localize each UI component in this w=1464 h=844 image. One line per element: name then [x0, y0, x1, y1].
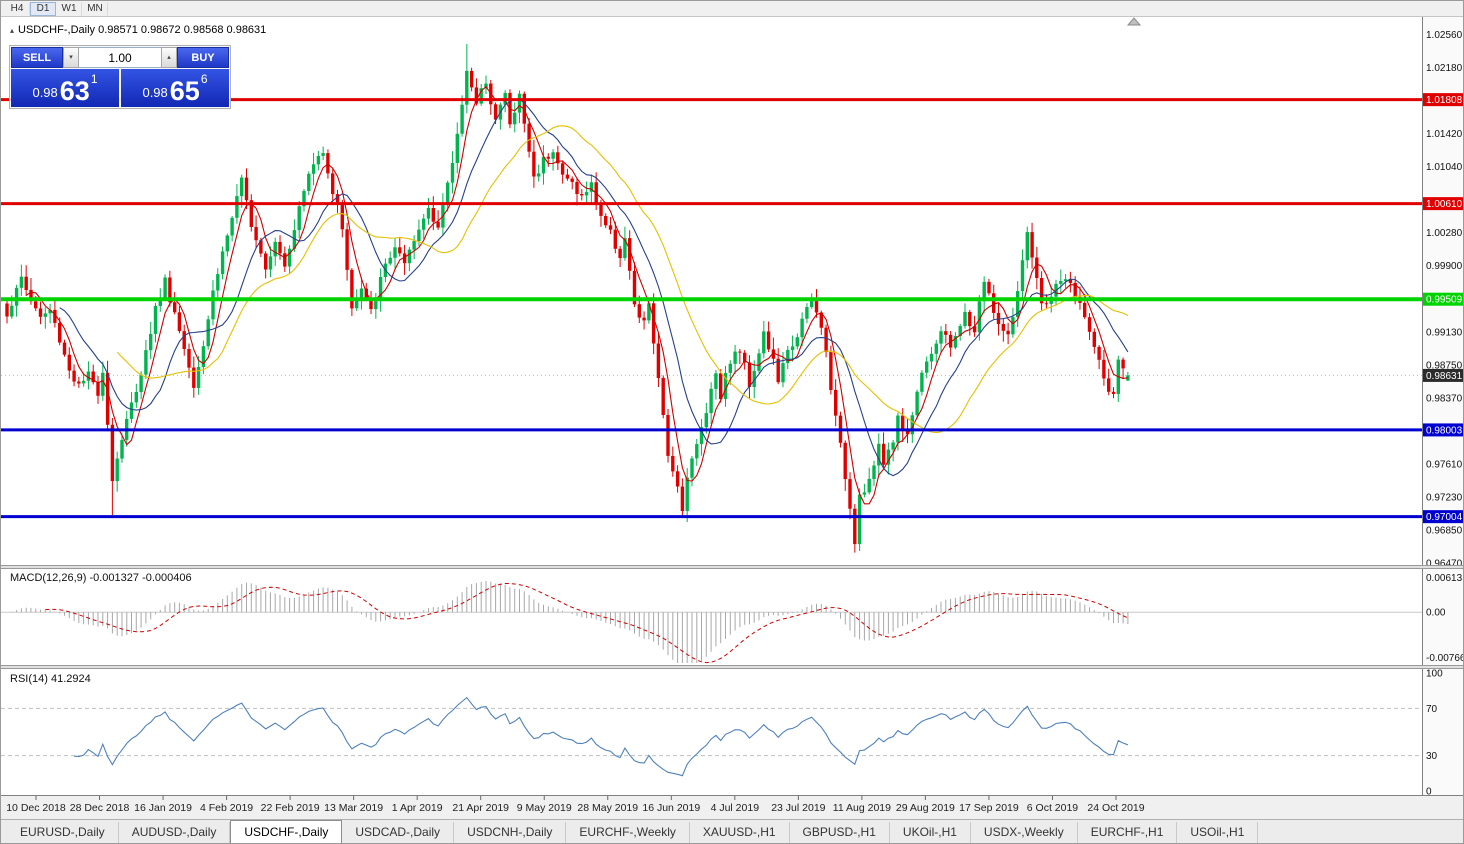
- buy-price-pip-fraction: 6: [200, 72, 208, 86]
- collapse-triangle-icon: ▴: [10, 25, 15, 35]
- svg-text:0.98750: 0.98750: [1426, 361, 1463, 372]
- svg-text:0.00: 0.00: [1426, 608, 1446, 619]
- one-click-trading-panel: SELL ▾ ▴ BUY 0.98 63 1 0.98 65 6: [9, 45, 231, 109]
- svg-text:29 Aug 2019: 29 Aug 2019: [896, 802, 955, 814]
- svg-text:0: 0: [1426, 787, 1432, 798]
- buy-price-big-digits: 65: [169, 76, 200, 106]
- volume-input[interactable]: [79, 47, 161, 68]
- timeframe-button-mn[interactable]: MN: [82, 1, 108, 16]
- chevron-up-icon: ▴: [167, 54, 171, 61]
- svg-text:0.97230: 0.97230: [1426, 493, 1463, 504]
- svg-text:1.01420: 1.01420: [1426, 129, 1463, 140]
- svg-text:0.98370: 0.98370: [1426, 394, 1463, 405]
- svg-text:0.97004: 0.97004: [1426, 512, 1463, 523]
- svg-text:9 May 2019: 9 May 2019: [517, 802, 572, 814]
- timeframe-toolbar: H4 D1 W1 MN: [1, 1, 1463, 17]
- horizontal-level-lines[interactable]: 1.01808 1.00610 0.99509 0.98003 0.97004: [1, 93, 1464, 524]
- rsi-indicator-label: RSI(14) 41.2924: [10, 673, 91, 685]
- svg-text:4 Jul 2019: 4 Jul 2019: [711, 802, 760, 814]
- chart-tab-usdcad-daily[interactable]: USDCAD-,Daily: [342, 822, 455, 843]
- svg-text:13 Mar 2019: 13 Mar 2019: [324, 802, 383, 814]
- sell-button[interactable]: SELL: [11, 47, 63, 68]
- chart-ohlc-text: USDCHF-,Daily 0.98571 0.98672 0.98568 0.…: [18, 24, 267, 36]
- chevron-down-icon: ▾: [69, 54, 73, 61]
- date-axis[interactable]: 10 Dec 2018 28 Dec 2018 16 Jan 2019 4 Feb 2…: [6, 796, 1145, 814]
- chart-tab-eurusd-daily[interactable]: EURUSD-,Daily: [7, 822, 119, 843]
- svg-text:0.97610: 0.97610: [1426, 460, 1463, 471]
- svg-text:22 Feb 2019: 22 Feb 2019: [261, 802, 320, 814]
- volume-decrease-button[interactable]: ▾: [63, 47, 79, 68]
- chart-tabs-bar: EURUSD-,Daily AUDUSD-,Daily USDCHF-,Daily U…: [1, 819, 1463, 843]
- chart-tab-eurchf-weekly[interactable]: EURCHF-,Weekly: [566, 822, 690, 843]
- timeframe-button-w1[interactable]: W1: [56, 1, 82, 16]
- chart-plot-area[interactable]: 1.02560 1.02180 1.01420 1.01040 1.00280 0.999…: [1, 17, 1464, 821]
- svg-text:28 Dec 2018: 28 Dec 2018: [70, 802, 130, 814]
- trade-prices-row: 0.98 63 1 0.98 65 6: [11, 69, 229, 107]
- svg-text:6 Oct 2019: 6 Oct 2019: [1027, 802, 1079, 814]
- svg-text:1 Apr 2019: 1 Apr 2019: [392, 802, 443, 814]
- chart-background: [1, 17, 1463, 821]
- buy-price-prefix: 0.98: [142, 85, 168, 100]
- macd-indicator-label: MACD(12,26,9) -0.001327 -0.000406: [10, 572, 192, 584]
- ma-fast-red-line: [25, 85, 1128, 505]
- svg-text:0.99509: 0.99509: [1426, 295, 1463, 306]
- svg-text:0.96850: 0.96850: [1426, 526, 1463, 537]
- chart-tab-audusd-daily[interactable]: AUDUSD-,Daily: [119, 822, 231, 843]
- chart-shift-marker-icon: [1126, 17, 1142, 26]
- svg-text:0.98631: 0.98631: [1426, 371, 1463, 382]
- svg-text:30: 30: [1426, 751, 1438, 762]
- svg-text:1.02180: 1.02180: [1426, 63, 1463, 74]
- chart-tab-gbpusd-h1[interactable]: GBPUSD-,H1: [790, 822, 890, 843]
- buy-button[interactable]: BUY: [177, 47, 229, 68]
- trade-controls-row: SELL ▾ ▴ BUY: [11, 47, 229, 68]
- svg-text:0.96470: 0.96470: [1426, 559, 1463, 570]
- chart-tab-xauusd-h1[interactable]: XAUUSD-,H1: [690, 822, 790, 843]
- svg-text:1.02560: 1.02560: [1426, 30, 1463, 41]
- macd-pane[interactable]: 0.00613 0.00 -0.0076612: [1, 573, 1464, 664]
- rsi-pane[interactable]: 100 70 30 0: [1, 669, 1443, 798]
- buy-price-display[interactable]: 0.98 65 6: [121, 69, 229, 107]
- svg-text:0.00613: 0.00613: [1426, 573, 1463, 584]
- svg-text:1.01808: 1.01808: [1426, 95, 1463, 106]
- timeframe-button-d1[interactable]: D1: [30, 1, 56, 16]
- svg-text:11 Aug 2019: 11 Aug 2019: [833, 802, 891, 814]
- svg-text:-0.0076612: -0.0076612: [1426, 653, 1464, 664]
- pane-separators[interactable]: [1, 565, 1464, 669]
- svg-text:4 Feb 2019: 4 Feb 2019: [200, 802, 253, 814]
- chart-tab-usdchf-daily[interactable]: USDCHF-,Daily: [230, 820, 343, 843]
- svg-text:0.99130: 0.99130: [1426, 328, 1463, 339]
- sell-price-big-digits: 63: [59, 76, 90, 106]
- svg-text:0.98003: 0.98003: [1426, 425, 1463, 436]
- svg-text:23 Jul 2019: 23 Jul 2019: [771, 802, 825, 814]
- chart-tab-usdx-weekly[interactable]: USDX-,Weekly: [971, 822, 1078, 843]
- sell-price-prefix: 0.98: [32, 85, 58, 100]
- chart-tab-usoil-h1[interactable]: USOil-,H1: [1177, 822, 1259, 843]
- svg-text:1.01040: 1.01040: [1426, 162, 1463, 173]
- chart-tab-usdcnh-daily[interactable]: USDCNH-,Daily: [454, 822, 567, 843]
- sell-price-pip-fraction: 1: [90, 72, 98, 86]
- price-axis-ticks: 1.02560 1.02180 1.01420 1.01040 1.00280 0.999…: [1426, 30, 1463, 570]
- svg-text:16 Jan 2019: 16 Jan 2019: [134, 802, 192, 814]
- sell-price-display[interactable]: 0.98 63 1: [11, 69, 119, 107]
- timeframe-button-h4[interactable]: H4: [4, 1, 30, 16]
- svg-text:16 Jun 2019: 16 Jun 2019: [642, 802, 700, 814]
- svg-text:17 Sep 2019: 17 Sep 2019: [959, 802, 1019, 814]
- svg-text:70: 70: [1426, 704, 1438, 715]
- svg-text:28 May 2019: 28 May 2019: [577, 802, 638, 814]
- svg-text:0.99900: 0.99900: [1426, 261, 1463, 272]
- svg-text:1.00610: 1.00610: [1426, 199, 1463, 210]
- svg-text:1.00280: 1.00280: [1426, 228, 1463, 239]
- svg-text:24 Oct 2019: 24 Oct 2019: [1087, 802, 1144, 814]
- chart-tab-eurchf-h1[interactable]: EURCHF-,H1: [1078, 822, 1178, 843]
- chart-tab-ukoil-h1[interactable]: UKOil-,H1: [890, 822, 971, 843]
- current-price-label: 0.98631: [1423, 368, 1463, 382]
- svg-text:100: 100: [1426, 669, 1443, 680]
- svg-text:10 Dec 2018: 10 Dec 2018: [6, 802, 66, 814]
- svg-text:21 Apr 2019: 21 Apr 2019: [452, 802, 509, 814]
- ma-slow-yellow-line: [116, 125, 1129, 434]
- chart-ohlc-title: ▴ USDCHF-,Daily 0.98571 0.98672 0.98568 …: [10, 24, 266, 36]
- volume-increase-button[interactable]: ▴: [161, 47, 177, 68]
